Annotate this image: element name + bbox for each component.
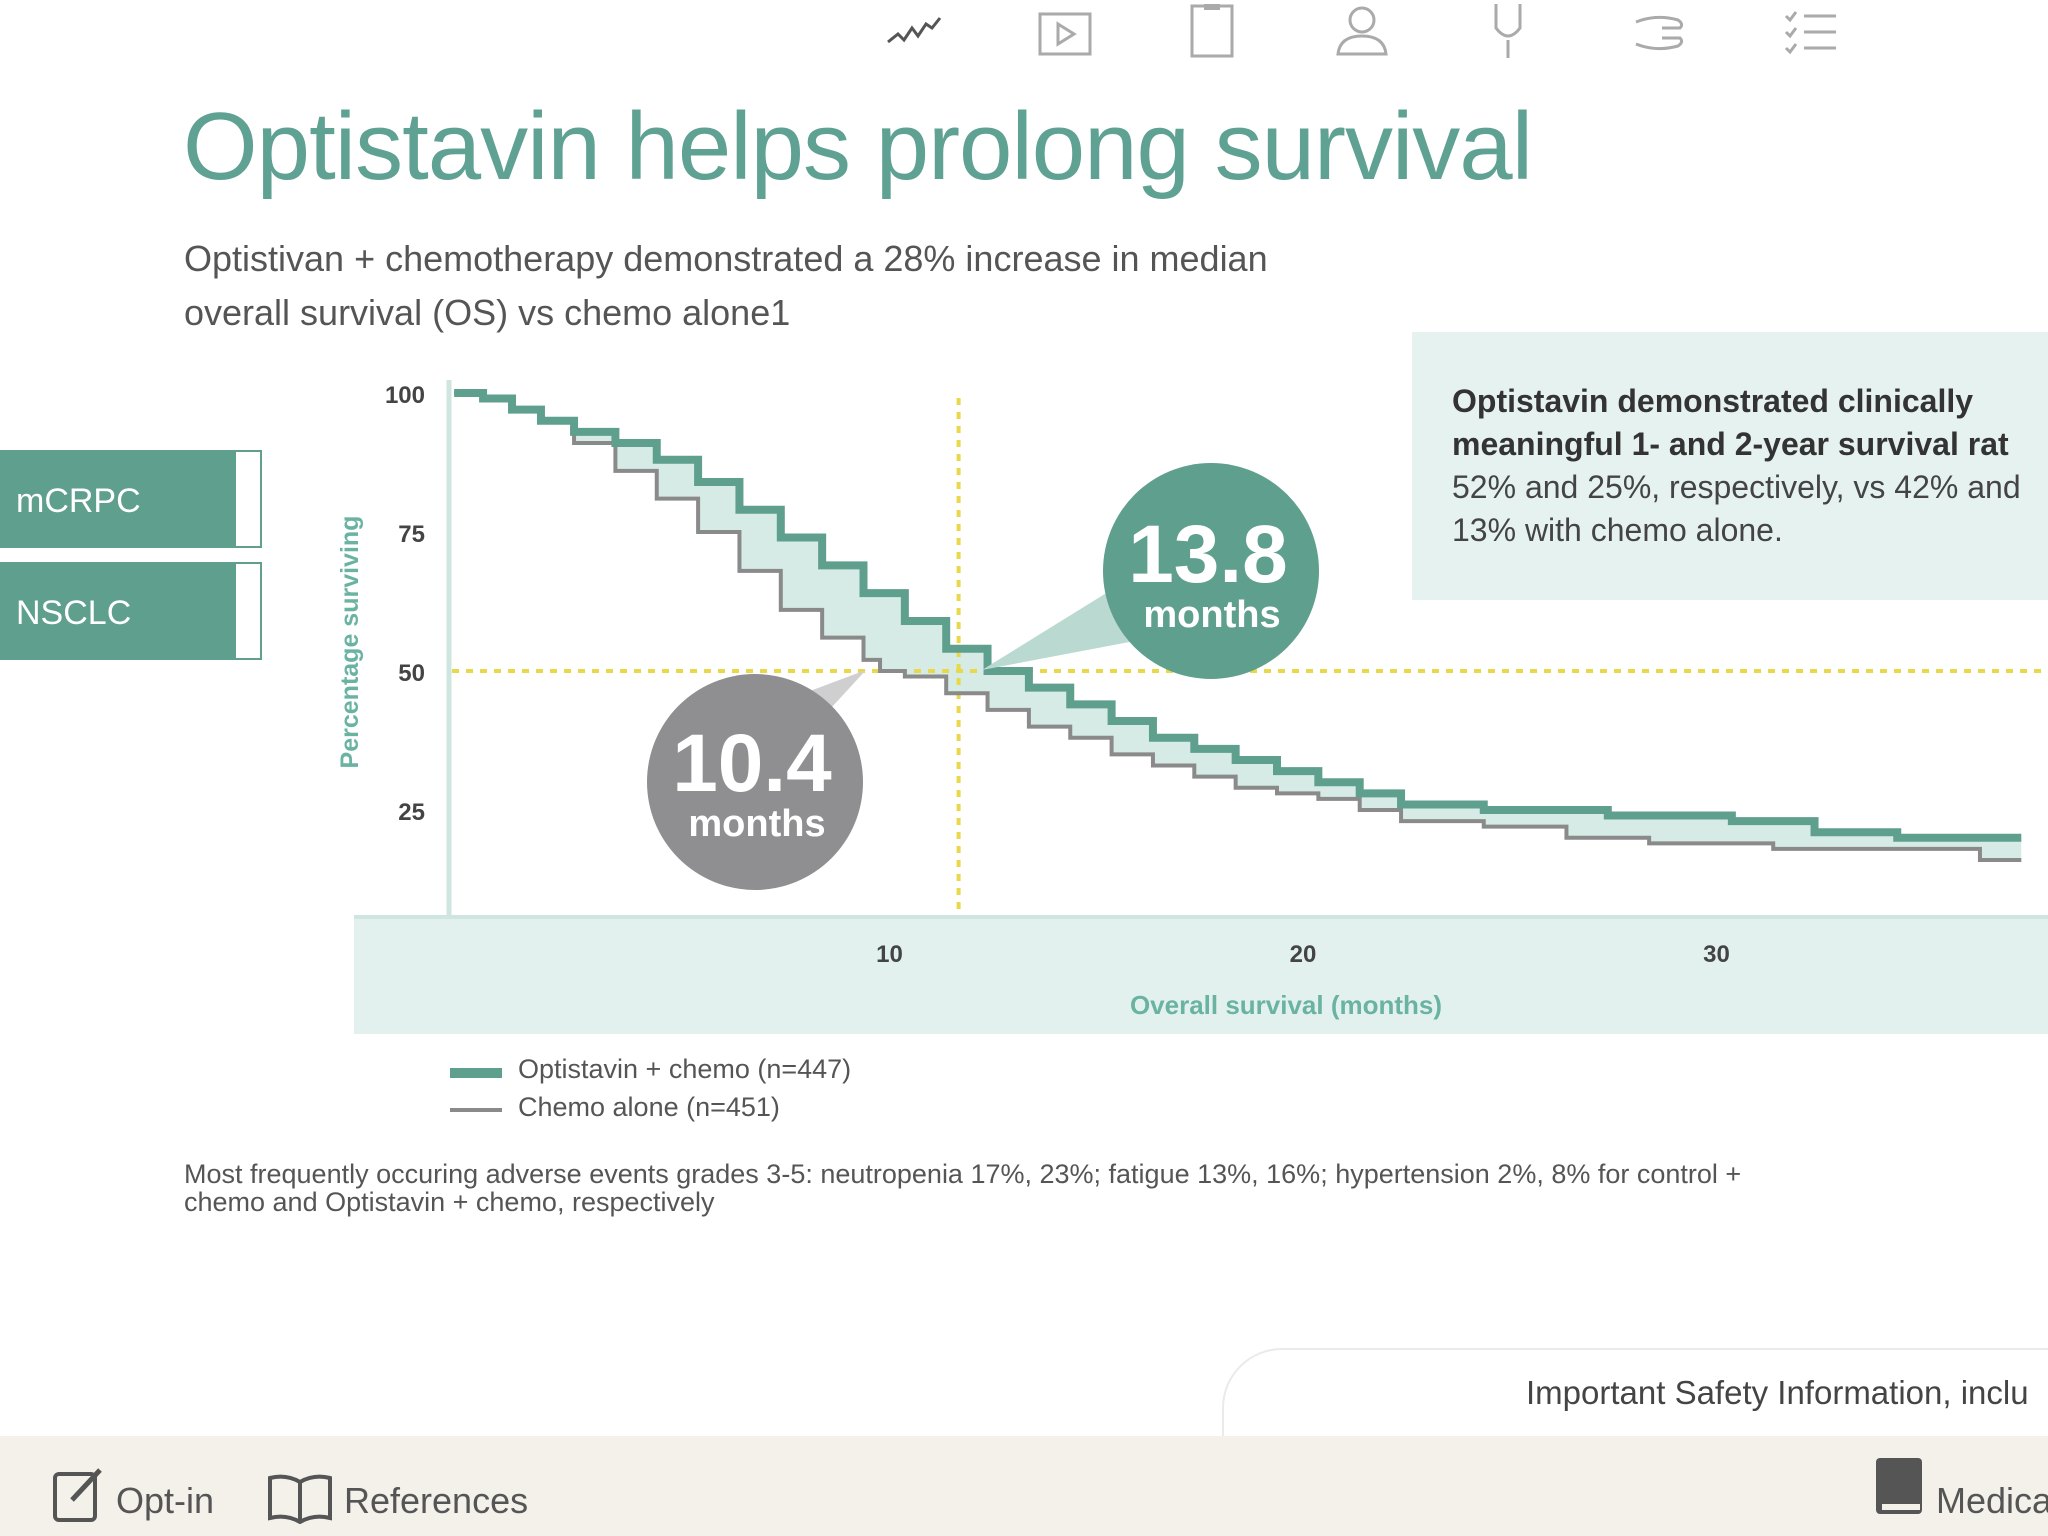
callout-unit-optistavin: months [1143, 594, 1280, 636]
references-button[interactable]: References [266, 1436, 529, 1536]
book-open-icon [268, 1474, 332, 1524]
legend-swatch-optistavin [450, 1068, 502, 1078]
tab-mcrpc-label: mCRPC [16, 482, 141, 520]
tab-nsclc[interactable]: NSCLC [0, 562, 262, 660]
series-line-chemo [454, 391, 2022, 863]
info-line-1: Optistavin demonstrated clinically [1452, 383, 1974, 419]
info-line-3: 52% and 25%, respectively, vs 42% and [1452, 469, 2021, 505]
info-line-4: 13% with chemo alone. [1452, 512, 1783, 548]
clipboard-icon[interactable] [1176, 4, 1246, 64]
x-tick-label: 10 [876, 941, 903, 968]
opt-in-label: Opt-in [116, 1480, 215, 1521]
y-tick-label: 75 [398, 521, 425, 548]
adverse-events-footnote: Most frequently occuring adverse events … [184, 1159, 1742, 1217]
x-tick-label: 30 [1703, 941, 1730, 968]
edit-icon [53, 1468, 102, 1522]
video-play-icon[interactable] [1028, 4, 1098, 64]
callout-pointer-optistavin [982, 592, 1140, 670]
iv-drip-icon[interactable] [1472, 4, 1542, 64]
survival-gap-band [454, 393, 2022, 861]
safety-info-tab[interactable]: Important Safety Information, inclu [1222, 1348, 2048, 1458]
page-subtitle: Optistivan + chemotherapy demonstrated a… [184, 238, 1268, 333]
y-tick-label: 25 [398, 799, 425, 826]
x-axis-band [354, 916, 2048, 1034]
checklist-icon[interactable] [1776, 4, 1846, 64]
top-nav [860, 0, 1860, 70]
callout-bubble-chemo [647, 674, 863, 890]
patient-icon[interactable] [1326, 4, 1396, 64]
medical-button[interactable]: Medica [1874, 1436, 2048, 1536]
info-line-2: meaningful 1- and 2-year survival rat [1452, 426, 2009, 462]
chart-line-icon[interactable] [880, 4, 950, 64]
survival-chart: 25 50 75 100 10 20 30 Overall survival (months)… [336, 380, 2048, 1034]
y-tick-label: 50 [398, 660, 425, 687]
legend-label-optistavin: Optistavin + chemo (n=447) [518, 1054, 852, 1084]
series-line-optistavin [454, 389, 2022, 842]
callout-bubble-optistavin [1103, 463, 1319, 679]
safety-info-label: Important Safety Information, inclu [1526, 1374, 2029, 1411]
legend-label-chemo: Chemo alone (n=451) [518, 1092, 780, 1122]
tab-nsclc-label: NSCLC [16, 594, 132, 632]
bottom-toolbar: Opt-in References Medica [0, 1436, 2048, 1536]
hands-icon[interactable] [1626, 4, 1696, 64]
x-tick-label: 20 [1290, 941, 1317, 968]
y-axis-label: Percentage surviving [336, 516, 364, 769]
callout-unit-chemo: months [688, 803, 825, 845]
references-label: References [344, 1480, 529, 1521]
medical-label: Medica [1936, 1480, 2048, 1521]
opt-in-button[interactable]: Opt-in [52, 1436, 222, 1536]
legend-swatch-chemo [450, 1108, 502, 1112]
x-axis-label: Overall survival (months) [1130, 990, 1442, 1020]
book-icon [1876, 1458, 1922, 1514]
tab-mcrpc[interactable]: mCRPC [0, 450, 262, 548]
survival-info-box: Optistavin demonstrated clinically meani… [1412, 332, 2048, 600]
page-title: Optistavin helps prolong survival [183, 93, 1533, 200]
callout-value-chemo: 10.4 [672, 718, 832, 809]
y-tick-label: 100 [385, 382, 425, 409]
callout-value-optistavin: 13.8 [1128, 509, 1288, 600]
